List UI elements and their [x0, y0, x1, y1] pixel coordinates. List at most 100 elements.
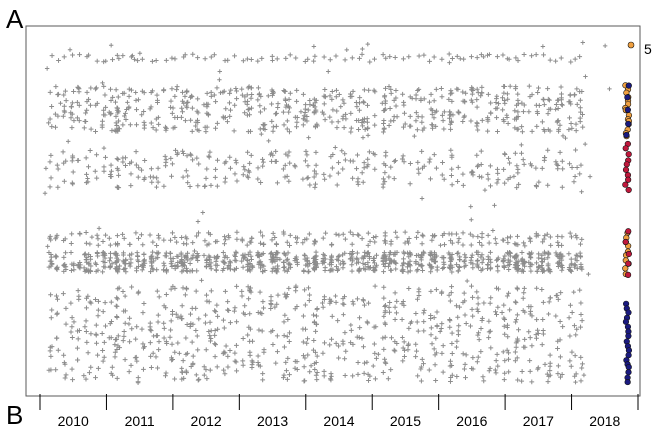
plus-marker-1085: [260, 156, 265, 162]
plus-marker-2044: [448, 88, 454, 94]
scatter-marker-2840: [482, 187, 488, 193]
plus-marker-1250: [292, 114, 298, 120]
scatter-marker-2844: [137, 51, 143, 56]
plus-marker-2314: [507, 160, 512, 166]
scatter-marker-2766: [132, 57, 137, 62]
plus-marker-582: [163, 373, 168, 379]
plus-marker-2101: [463, 90, 469, 96]
plus-marker-198: [85, 267, 91, 273]
plus-marker-1754: [386, 304, 392, 310]
plus-marker-1722: [382, 304, 388, 309]
plus-marker-2285: [501, 167, 507, 172]
plus-marker-447: [134, 250, 140, 256]
plus-marker-2052: [449, 252, 455, 257]
plus-marker-407: [129, 87, 134, 93]
plus-marker-2697: [577, 54, 583, 60]
plus-marker-230: [93, 297, 98, 302]
plus-marker-944: [234, 343, 239, 348]
plus-marker-909: [226, 262, 232, 268]
plus-marker-1420: [320, 304, 326, 310]
plus-marker-2338: [504, 347, 510, 353]
plus-marker-1588: [361, 100, 367, 106]
plus-marker-2237: [487, 300, 493, 306]
plus-marker-391: [123, 269, 129, 275]
scatter-marker-2821: [365, 133, 371, 138]
plus-marker-1394: [314, 370, 320, 375]
plus-marker-2476: [536, 85, 541, 91]
plus-marker-809: [206, 241, 212, 247]
plus-marker-534: [154, 243, 160, 248]
plus-marker-1279: [300, 176, 306, 182]
plus-marker-763: [193, 305, 199, 311]
plus-marker-1938: [426, 261, 432, 267]
plus-marker-910: [224, 255, 230, 261]
plus-marker-2263: [494, 264, 500, 270]
plus-marker-1106: [269, 53, 275, 59]
plus-marker-100: [69, 158, 75, 164]
plus-marker-1779: [394, 298, 400, 304]
plus-marker-1640: [372, 56, 377, 62]
plus-marker-1210: [282, 344, 287, 350]
plus-marker-2273: [495, 363, 501, 369]
plus-marker-2344: [515, 114, 521, 119]
plus-marker-613: [167, 334, 173, 340]
plus-marker-1714: [381, 269, 386, 275]
plus-marker-1813: [401, 303, 407, 308]
plus-marker-2254: [494, 180, 500, 186]
plus-marker-2630: [559, 267, 565, 273]
plus-marker-419: [128, 256, 134, 262]
scatter-marker-2742: [70, 181, 75, 187]
plus-marker-1483: [333, 299, 339, 305]
plus-marker-116: [69, 366, 75, 372]
plus-marker-248: [103, 154, 108, 160]
plus-marker-1695: [382, 356, 388, 362]
plus-marker-2471: [529, 343, 535, 349]
plus-marker-1470: [335, 170, 341, 176]
scatter-marker-2773: [89, 234, 95, 240]
plus-marker-2531: [542, 249, 547, 255]
plus-marker-1032: [247, 249, 253, 255]
plus-marker-273: [110, 57, 115, 63]
plus-marker-2495: [534, 268, 540, 274]
plus-marker-1701: [380, 129, 386, 135]
plus-marker-1822: [407, 123, 413, 129]
plus-marker-520: [150, 350, 156, 356]
plus-marker-29: [48, 354, 54, 359]
plus-marker-2627: [559, 263, 565, 268]
plus-marker-567: [161, 260, 167, 266]
plus-marker-444: [134, 268, 139, 274]
plus-marker-2547: [546, 107, 552, 112]
plus-marker-1886: [421, 125, 427, 131]
plus-marker-97: [71, 89, 76, 94]
plus-marker-563: [161, 237, 167, 243]
scatter-marker-2806: [546, 311, 551, 317]
plus-marker-344: [114, 156, 120, 162]
plus-marker-365: [112, 354, 118, 360]
plus-marker-1360: [313, 360, 319, 365]
plus-marker-24: [49, 307, 55, 313]
plus-marker-2181: [476, 330, 481, 336]
plus-marker-2173: [475, 249, 481, 255]
plus-marker-2563: [547, 268, 553, 274]
plus-marker-1487: [342, 57, 348, 63]
plus-marker-768: [195, 347, 201, 353]
highlight-marker-2868: [622, 145, 629, 152]
plus-marker-1337: [312, 168, 317, 174]
x-axis: 2010 2011 2012 2013 2014 2015 2016 2017 2018: [39, 394, 639, 429]
plus-marker-23: [48, 315, 54, 321]
plus-marker-882: [222, 260, 228, 266]
plus-marker-1164: [274, 250, 280, 256]
plus-marker-1586: [359, 120, 365, 125]
plus-marker-2318: [505, 235, 510, 241]
plus-marker-938: [233, 249, 239, 255]
scatter-marker-2809: [194, 372, 199, 378]
plus-marker-1469: [336, 92, 342, 97]
plus-marker-2506: [541, 102, 547, 108]
plus-marker-204: [88, 364, 94, 370]
plus-marker-1856: [415, 88, 421, 93]
plus-marker-749: [193, 119, 199, 125]
plus-marker-1649: [371, 235, 376, 240]
plus-marker-1459: [327, 342, 333, 348]
plus-marker-659: [179, 269, 185, 275]
